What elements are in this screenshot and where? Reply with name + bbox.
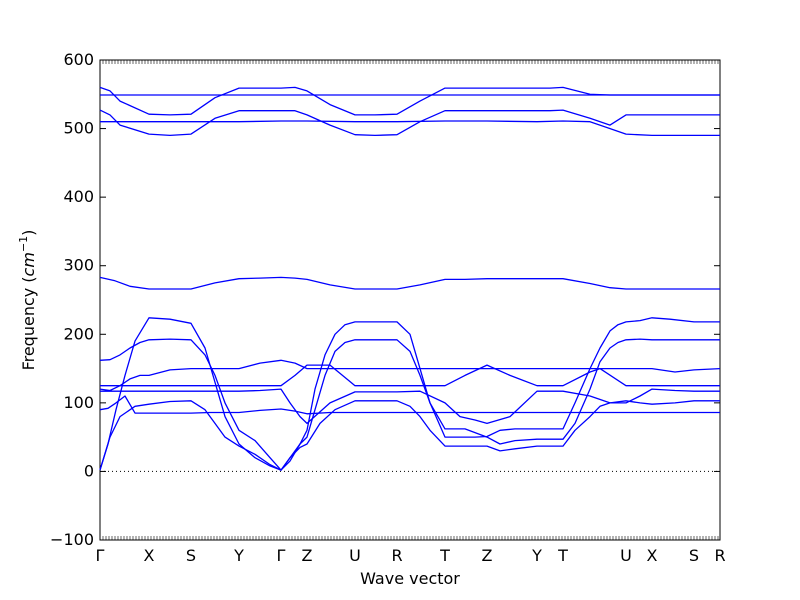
y-tick-label: 200 (63, 324, 94, 343)
y-tick-label: 300 (63, 256, 94, 275)
x-tick-label: S (186, 546, 196, 565)
y-axis-label: Frequency (cm−1) (17, 230, 38, 371)
x-tick-label: Z (482, 546, 493, 565)
x-tick-label: U (620, 546, 632, 565)
x-tick-label: Z (302, 546, 313, 565)
x-tick-label: Γ (96, 546, 105, 565)
plot-area-frame (99, 59, 721, 541)
band-line-7 (99, 338, 720, 471)
band-line-9 (100, 364, 720, 387)
y-axis-label-exponent: −1 (17, 236, 30, 252)
x-tick-label: X (144, 546, 155, 565)
y-axis-label-main: Frequency (19, 288, 38, 371)
x-tick-label: T (439, 546, 450, 565)
y-tick-label: 600 (63, 50, 94, 69)
y-tick-label: 0 (84, 461, 94, 480)
x-tick-label: Γ (277, 546, 286, 565)
x-tick-label: X (647, 546, 658, 565)
band-line-12 (99, 395, 720, 415)
x-tick-label: T (557, 546, 568, 565)
y-tick-label: 100 (63, 393, 94, 412)
y-axis-label-unit: cm (19, 252, 38, 276)
band-line-8 (99, 359, 721, 392)
band-line-4 (100, 120, 720, 137)
band-line-11 (99, 400, 720, 471)
y-axis-label-paren-close: ) (19, 230, 38, 236)
x-tick-label: R (391, 546, 402, 565)
series-group (99, 86, 721, 471)
band-line-6 (99, 317, 720, 471)
y-tick-label: 400 (63, 187, 94, 206)
y-axis-label-paren-open: ( (19, 276, 38, 282)
band-line-10 (100, 388, 720, 425)
x-tick-label: U (349, 546, 361, 565)
band-line-3 (99, 109, 720, 137)
x-tick-label: Y (531, 546, 542, 565)
x-tick-label: R (714, 546, 725, 565)
y-tick-label: 500 (63, 119, 94, 138)
band-line-1 (99, 86, 720, 116)
x-tick-label: S (689, 546, 699, 565)
x-axis-label: Wave vector (360, 569, 460, 588)
y-axis-ticks: −100 0 100 200 300 400 500 600 (50, 50, 720, 549)
x-tick-label: Y (233, 546, 244, 565)
y-tick-label: −100 (50, 530, 94, 549)
band-line-5 (99, 276, 720, 290)
